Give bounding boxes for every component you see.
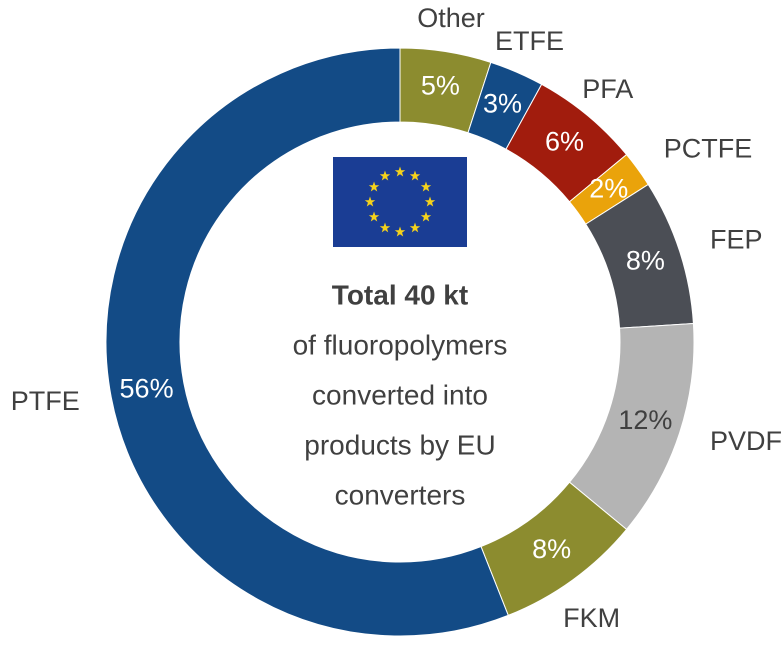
flag-star bbox=[368, 211, 380, 222]
value-label: 8% bbox=[626, 245, 665, 275]
flag-stars bbox=[364, 166, 436, 237]
value-label: 12% bbox=[618, 405, 672, 435]
eu-flag bbox=[333, 157, 467, 247]
flag-star bbox=[394, 166, 406, 177]
flag-star bbox=[420, 211, 432, 222]
center-text: products by EU bbox=[304, 429, 495, 460]
flag-star bbox=[420, 181, 432, 192]
center-text: converted into bbox=[312, 379, 488, 410]
donut-slice bbox=[105, 47, 509, 637]
category-label: FEP bbox=[710, 224, 763, 254]
value-label: 8% bbox=[532, 534, 571, 564]
flag-star bbox=[368, 181, 380, 192]
value-label: 3% bbox=[483, 88, 522, 118]
center-text: converters bbox=[335, 479, 466, 510]
flag-star bbox=[424, 196, 436, 207]
flag-star bbox=[409, 222, 421, 233]
flag-star bbox=[379, 222, 391, 233]
flag-star bbox=[394, 226, 406, 237]
category-label: Other bbox=[417, 3, 485, 33]
center-text: of fluoropolymers bbox=[293, 329, 508, 360]
category-label: PFA bbox=[582, 74, 633, 104]
value-label: 2% bbox=[589, 173, 628, 203]
category-label: PCTFE bbox=[664, 134, 753, 164]
center-title: Total 40 kt bbox=[332, 279, 468, 310]
value-label: 6% bbox=[545, 126, 584, 156]
flag-star bbox=[364, 196, 376, 207]
category-label: ETFE bbox=[495, 26, 564, 56]
value-label: 56% bbox=[120, 373, 174, 403]
category-label: FKM bbox=[563, 603, 620, 633]
flag-star bbox=[409, 170, 421, 181]
category-label: PTFE bbox=[11, 386, 80, 416]
category-label: PVDF bbox=[710, 426, 782, 456]
flag-star bbox=[379, 170, 391, 181]
value-label: 5% bbox=[421, 70, 460, 100]
